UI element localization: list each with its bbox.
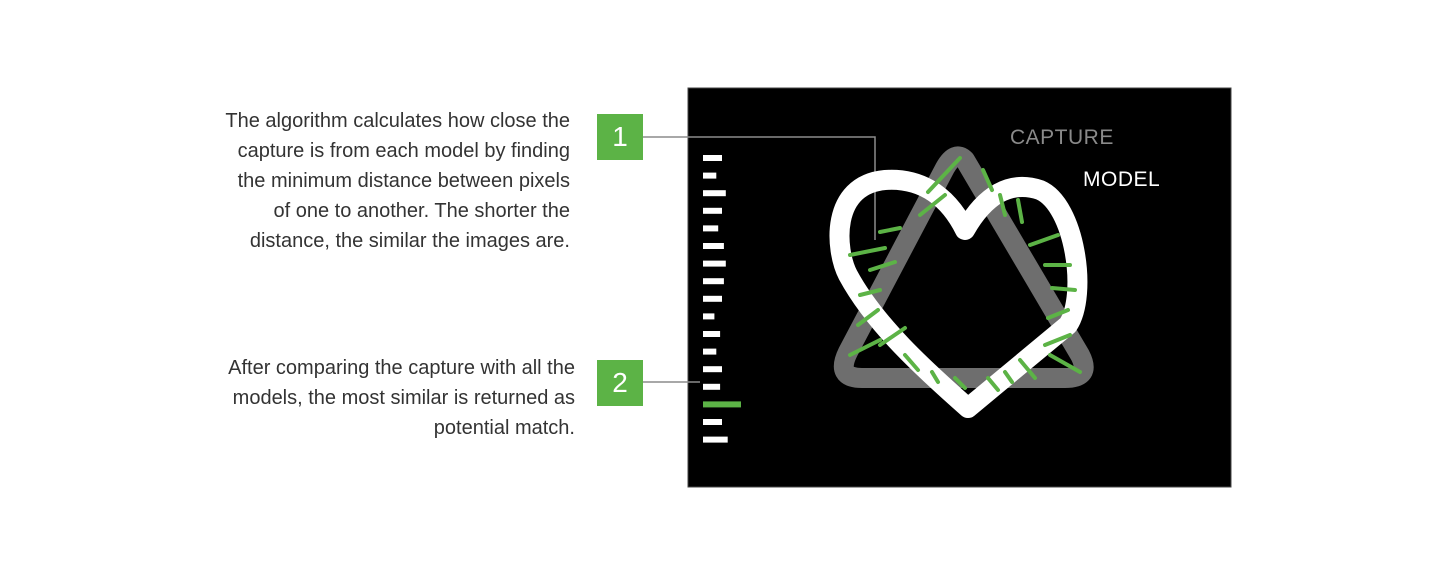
distance-score-bar bbox=[703, 295, 722, 302]
distance-tick bbox=[1048, 353, 1082, 374]
distance-score-bar bbox=[703, 260, 726, 267]
distance-tick bbox=[868, 260, 897, 272]
step-1-line: capture is from each model by finding bbox=[237, 140, 570, 162]
step-1-line: distance, the similar the images are. bbox=[249, 230, 570, 252]
distance-score-bar bbox=[703, 383, 721, 390]
distance-score-bar bbox=[703, 348, 717, 355]
distance-tick bbox=[1028, 233, 1060, 247]
distance-ticks bbox=[848, 156, 1082, 392]
distance-tick bbox=[986, 376, 1000, 392]
step-2-line: After comparing the capture with all the bbox=[228, 357, 575, 379]
distance-tick bbox=[926, 156, 962, 194]
distance-tick bbox=[848, 338, 882, 357]
step-2-badge: 2 bbox=[597, 360, 643, 406]
distance-tick bbox=[981, 168, 994, 192]
step-1-line: the minimum distance between pixels bbox=[237, 170, 570, 192]
distance-score-bar bbox=[703, 155, 722, 161]
distance-score-bar bbox=[703, 331, 721, 337]
distance-score-bar bbox=[703, 172, 717, 179]
model-heart-shape bbox=[829, 169, 1088, 418]
best-match-bar bbox=[703, 401, 741, 408]
step-2-description: After comparing the capture with all the… bbox=[150, 353, 575, 443]
distance-tick bbox=[856, 308, 880, 327]
distance-tick bbox=[878, 326, 907, 347]
distance-score-bar bbox=[703, 419, 722, 425]
step-2-line: models, the most similar is returned as bbox=[232, 387, 575, 409]
step-1-badge: 1 bbox=[597, 114, 643, 160]
connector-line-1 bbox=[643, 136, 876, 240]
step-1-description: The algorithm calculates how close the c… bbox=[150, 106, 570, 256]
distance-score-bar bbox=[703, 278, 724, 285]
distance-score-bar bbox=[703, 225, 719, 232]
step-2-line: potential match. bbox=[433, 417, 575, 439]
distance-tick bbox=[1046, 308, 1070, 320]
distance-score-bar bbox=[703, 190, 726, 197]
distance-tick bbox=[1050, 286, 1077, 292]
legend-model-label: MODEL bbox=[1083, 168, 1161, 191]
distance-tick bbox=[998, 193, 1007, 217]
distance-score-bar bbox=[703, 207, 722, 214]
step-1-line: The algorithm calculates how close the bbox=[225, 110, 570, 132]
distance-tick bbox=[858, 288, 882, 297]
distance-tick bbox=[1043, 333, 1072, 347]
legend-capture-label: CAPTURE bbox=[1010, 126, 1114, 149]
distance-tick bbox=[930, 370, 940, 384]
distance-score-bars bbox=[703, 155, 741, 443]
distance-tick bbox=[953, 376, 967, 390]
distance-tick bbox=[1003, 370, 1014, 384]
distance-tick bbox=[903, 353, 920, 372]
distance-tick bbox=[878, 226, 902, 234]
distance-tick bbox=[918, 193, 947, 217]
distance-tick bbox=[1018, 358, 1037, 380]
distance-tick bbox=[1016, 198, 1024, 224]
distance-score-bar bbox=[703, 366, 722, 373]
distance-score-bar bbox=[703, 243, 724, 249]
distance-tick bbox=[848, 246, 887, 257]
distance-score-bar bbox=[703, 313, 715, 320]
step-1-line: of one to another. The shorter the bbox=[273, 200, 570, 222]
capture-triangle-shape bbox=[833, 146, 1094, 388]
distance-score-bar bbox=[703, 436, 728, 443]
